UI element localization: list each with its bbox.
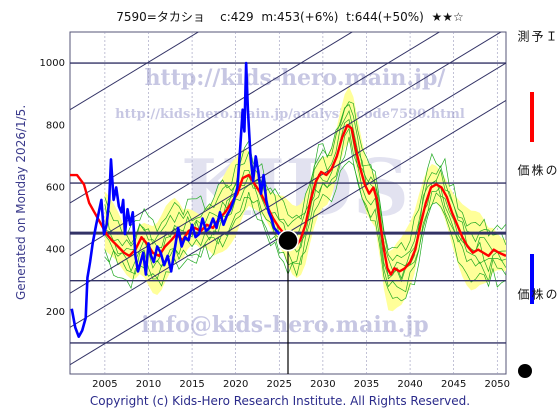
legend-label-ai-forecast: ＡＩ予測 <box>516 30 560 42</box>
watermark-top-url: http://kids-hero.main.jp/ <box>145 65 447 91</box>
trend-channel-line <box>70 32 441 257</box>
legend-label-past-price: 過去の株価 <box>516 164 560 176</box>
y-tick-label: 800 <box>46 120 65 131</box>
y-tick-label: 200 <box>46 307 65 318</box>
legend: ＡＩ予測 過去の株価 最新の株価 <box>516 30 560 380</box>
x-tick-label: 2050 <box>485 379 510 390</box>
x-tick-label: 2020 <box>223 379 248 390</box>
y-axis-ticks: 200 400 600 800 1000 <box>40 58 65 318</box>
x-tick-label: 2045 <box>441 379 466 390</box>
series-layer <box>70 61 506 338</box>
legend-swatch-past-price <box>530 254 534 304</box>
series-line-past-price <box>70 61 289 338</box>
x-tick-label: 2035 <box>354 379 379 390</box>
latest-price-marker <box>277 229 299 252</box>
chart-title: 7590=タカショ c:429 m:453(+6%) t:644(+50%) ★… <box>70 8 510 25</box>
rating-stars: ★★☆ <box>431 10 464 24</box>
x-axis-ticks: 2005 2010 2015 2020 2025 2030 2035 2040 2045 2050 <box>92 379 510 390</box>
legend-swatch-latest-price <box>518 364 532 378</box>
y-tick-label: 1000 <box>40 58 65 69</box>
forecast-band-line <box>104 136 506 293</box>
forecast-band-line <box>104 103 506 262</box>
y-tick-label: 400 <box>46 245 65 256</box>
trend-channel-layer <box>70 32 506 366</box>
stock-code-name: 7590=タカショ <box>116 10 205 24</box>
current-price: c:429 <box>220 10 254 24</box>
legend-label-latest-price: 最新の株価 <box>516 288 560 300</box>
x-tick-label: 2010 <box>136 379 161 390</box>
mean-price: m:453(+6%) <box>261 10 339 24</box>
marker-layer <box>277 229 299 374</box>
forecast-band-line <box>104 101 506 252</box>
y-tick-label: 600 <box>46 182 65 193</box>
x-tick-label: 2030 <box>310 379 335 390</box>
x-tick-label: 2025 <box>267 379 292 390</box>
x-tick-label: 2005 <box>92 379 117 390</box>
legend-swatch-ai-forecast <box>530 92 534 142</box>
trend-channel-line <box>70 32 354 204</box>
trend-channel-line <box>70 32 200 111</box>
x-tick-label: 2040 <box>397 379 422 390</box>
watermark-analysis-url: http://kids-hero.main.jp/analysis/code75… <box>115 107 465 122</box>
watermark-email: info@kids-hero.main.jp <box>141 312 428 338</box>
target-price: t:644(+50%) <box>346 10 424 24</box>
generated-date-note: Generated on Monday 2026/1/5. <box>14 104 28 300</box>
trend-channel-line <box>70 62 506 328</box>
copyright-footer: Copyright (c) Kids-Hero Research Institu… <box>89 394 471 408</box>
x-tick-label: 2015 <box>179 379 204 390</box>
trend-channel-line <box>70 32 502 294</box>
